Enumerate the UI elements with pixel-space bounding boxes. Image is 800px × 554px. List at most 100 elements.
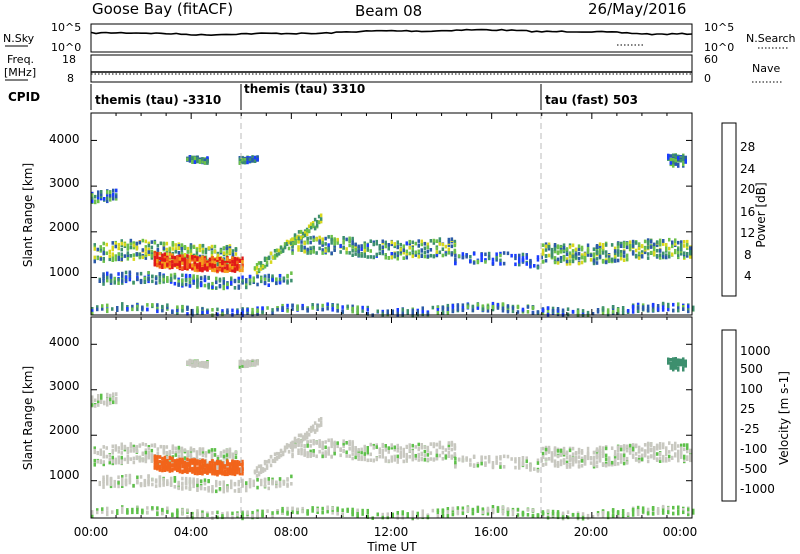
velocity-cell bbox=[387, 459, 390, 463]
velocity-cell bbox=[309, 444, 312, 448]
power-cell bbox=[619, 244, 623, 248]
power-cell bbox=[173, 272, 177, 277]
power-cell bbox=[113, 278, 116, 283]
power-cell bbox=[518, 262, 521, 267]
power-cell bbox=[193, 256, 197, 260]
power-cell bbox=[307, 224, 311, 229]
power-cell bbox=[429, 239, 433, 243]
velocity-cell bbox=[529, 464, 532, 469]
power-cell bbox=[305, 232, 309, 237]
velocity-cell bbox=[180, 455, 184, 459]
velocity-cell bbox=[544, 451, 548, 456]
power-cell bbox=[106, 309, 109, 313]
power-cell bbox=[143, 276, 147, 281]
velocity-cell bbox=[255, 469, 259, 473]
power-cell bbox=[637, 246, 641, 251]
velocity-cell bbox=[198, 451, 202, 456]
power-cell bbox=[677, 156, 680, 160]
velocity-cell bbox=[321, 444, 324, 448]
power-cell bbox=[356, 308, 359, 313]
velocity-cell bbox=[631, 453, 635, 458]
power-cell bbox=[435, 246, 439, 251]
velocity-cell bbox=[405, 444, 408, 449]
power-cell bbox=[426, 254, 430, 258]
power-cell bbox=[641, 305, 645, 309]
velocity-cell bbox=[583, 459, 587, 464]
power-cell bbox=[342, 236, 345, 240]
velocity-cell bbox=[324, 450, 327, 454]
velocity-cell bbox=[276, 510, 279, 515]
velocity-cell bbox=[233, 462, 237, 467]
power-cell bbox=[441, 305, 445, 310]
velocity-cell bbox=[203, 461, 207, 465]
velocity-cell bbox=[316, 510, 319, 514]
velocity-cell bbox=[495, 455, 498, 460]
power-cell bbox=[221, 309, 224, 313]
velocity-cell bbox=[514, 457, 517, 461]
velocity-cell bbox=[411, 511, 414, 516]
power-cell bbox=[531, 305, 535, 310]
velocity-cell bbox=[598, 458, 602, 462]
power-cell bbox=[297, 245, 300, 249]
power-cell bbox=[261, 264, 265, 269]
power-cell bbox=[315, 237, 318, 241]
power-cell bbox=[243, 157, 247, 162]
velocity-cell bbox=[102, 479, 105, 484]
velocity-cell bbox=[277, 452, 281, 456]
velocity-cell bbox=[289, 444, 293, 449]
velocity-cell bbox=[312, 452, 315, 456]
velocity-cell bbox=[361, 512, 364, 516]
velocity-cell bbox=[546, 509, 550, 513]
power-cell bbox=[351, 249, 354, 253]
velocity-cell bbox=[580, 449, 584, 453]
velocity-cell bbox=[432, 458, 436, 462]
power-cell bbox=[580, 247, 584, 252]
power-cell bbox=[228, 263, 232, 268]
power-cell bbox=[516, 304, 520, 309]
velocity-cell bbox=[583, 455, 587, 460]
velocity-cell bbox=[384, 456, 387, 460]
velocity-cell bbox=[117, 455, 120, 460]
velocity-cell bbox=[206, 464, 209, 468]
velocity-cell bbox=[143, 481, 147, 486]
power-cell bbox=[613, 246, 617, 251]
power-cell bbox=[601, 311, 605, 316]
velocity-cell bbox=[680, 446, 683, 451]
power-cell bbox=[426, 312, 430, 316]
velocity-cell bbox=[637, 450, 641, 454]
velocity-cell bbox=[147, 447, 151, 451]
velocity-cell bbox=[257, 471, 261, 475]
power-cell bbox=[138, 252, 142, 256]
power-cell bbox=[646, 252, 650, 256]
power-cell bbox=[324, 249, 327, 253]
power-cell bbox=[132, 243, 136, 248]
power-cell bbox=[601, 251, 605, 255]
power-cell bbox=[586, 243, 590, 248]
power-cell bbox=[166, 279, 169, 283]
velocity-cell bbox=[281, 506, 284, 511]
velocity-cell bbox=[423, 458, 427, 462]
power-cell bbox=[387, 245, 390, 250]
power-cell bbox=[511, 306, 515, 310]
velocity-cell bbox=[291, 445, 295, 449]
power-cell bbox=[453, 249, 457, 254]
power-cell bbox=[692, 305, 695, 310]
power-cell bbox=[541, 309, 545, 313]
velocity-cell bbox=[106, 482, 109, 486]
velocity-cell bbox=[171, 450, 175, 454]
power-cell bbox=[267, 278, 270, 282]
power-cell bbox=[223, 262, 227, 267]
power-cell bbox=[327, 243, 330, 247]
velocity-cell bbox=[188, 465, 192, 469]
power-cell bbox=[672, 302, 675, 307]
velocity-cell bbox=[293, 436, 297, 441]
velocity-cell bbox=[151, 506, 154, 510]
power-cell bbox=[514, 256, 517, 261]
velocity-cell bbox=[447, 450, 451, 455]
velocity-cell bbox=[406, 514, 409, 519]
velocity-cell bbox=[541, 451, 545, 456]
velocity-cell bbox=[228, 467, 232, 471]
power-cell bbox=[117, 272, 120, 276]
velocity-cell bbox=[265, 460, 269, 464]
power-cell bbox=[354, 242, 357, 247]
